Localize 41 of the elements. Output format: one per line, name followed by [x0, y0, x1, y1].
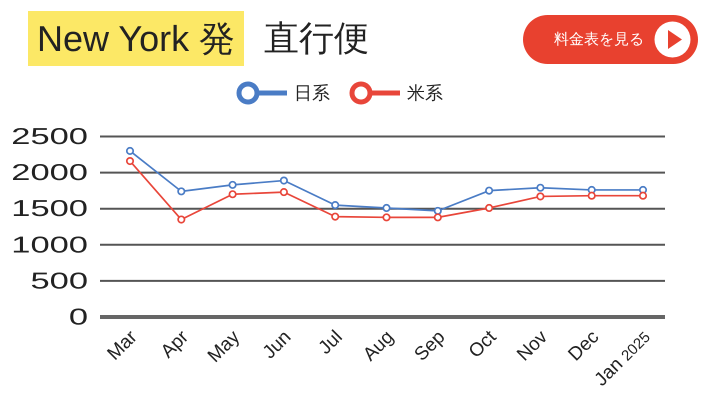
- x-tick-label: May: [204, 326, 244, 367]
- button: 料金表を見る: [523, 15, 698, 64]
- x-tick-label: Dec: [564, 326, 604, 366]
- point: [485, 204, 494, 212]
- x-tick-label: Oct: [464, 326, 502, 362]
- point: [382, 213, 391, 222]
- point: [434, 213, 442, 222]
- point: [331, 212, 340, 221]
- point: [331, 201, 340, 210]
- point: [434, 206, 442, 215]
- point: [228, 190, 237, 198]
- y-tick-label: 500: [30, 268, 88, 294]
- point: [588, 192, 596, 200]
- y-tick-label: 2500: [11, 124, 88, 150]
- point: [536, 184, 544, 192]
- y-tick-label: 1000: [11, 232, 88, 258]
- y-tick-label: 0: [68, 304, 88, 330]
- y-tick-label: 1500: [11, 196, 88, 222]
- y-tick-label: 2000: [11, 160, 88, 186]
- point: [536, 192, 544, 200]
- point: [382, 204, 391, 212]
- x-tick-label: Nov: [513, 326, 552, 366]
- point: [228, 180, 237, 189]
- legend-label: 米系: [407, 83, 443, 103]
- x-tick-label: Aug: [359, 326, 398, 366]
- point: [177, 187, 186, 196]
- chart-title: New York 発: [28, 11, 244, 66]
- legend-label: 日系: [294, 83, 330, 103]
- x-tick-label: Sep: [410, 326, 450, 366]
- x-tick-label: Apr: [157, 326, 194, 362]
- x-tick-label: Jul: [314, 326, 347, 359]
- point: [485, 186, 494, 195]
- point: [126, 146, 134, 155]
- x-tick-label: Mar: [104, 326, 142, 365]
- x-tick-label: Jun: [258, 326, 296, 364]
- point: [280, 176, 288, 185]
- point: [177, 215, 186, 224]
- chart-subtitle: 直行便: [264, 18, 370, 60]
- point: [126, 157, 134, 166]
- point: [638, 192, 648, 200]
- point: [280, 188, 288, 196]
